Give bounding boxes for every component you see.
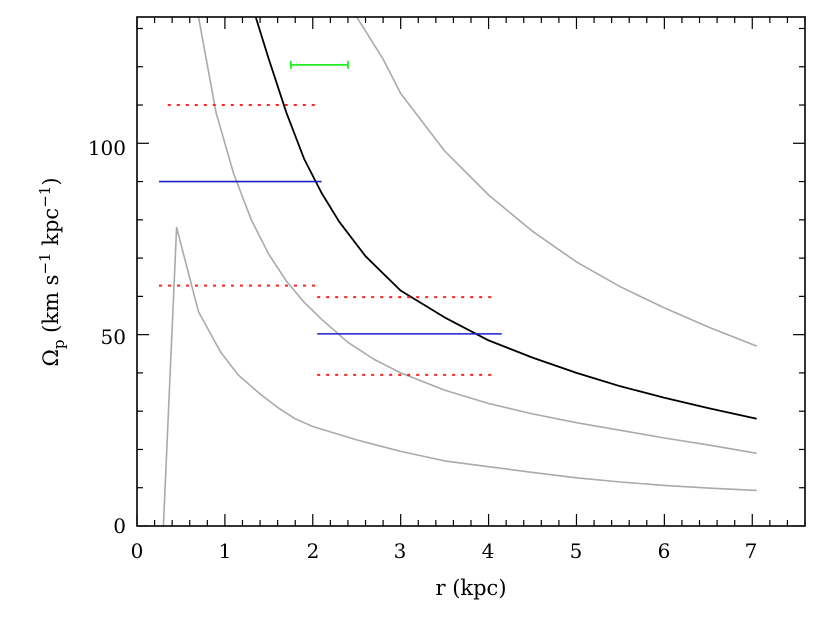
x-tick-label-5: 5 [570, 539, 583, 563]
gray-curve-0 [162, 226, 757, 526]
y-axis-label: Ωp (km s−1 kpc−1) [36, 177, 68, 366]
y-axis-label-units-close: ) [39, 177, 63, 185]
data-layer [158, 17, 757, 526]
y-axis-label-units-mid: kpc [39, 208, 63, 253]
gray-curve-3 [356, 17, 757, 347]
plot-frame [136, 16, 806, 527]
y-axis-label-exponent-2: −1 [36, 186, 54, 208]
y-axis-label-units-open: (km s [39, 275, 63, 340]
x-tick-label-3: 3 [394, 539, 407, 563]
x-tick-label-7: 7 [745, 539, 758, 563]
x-tick-label-1: 1 [219, 539, 232, 563]
y-tick-label-50: 50 [101, 325, 126, 349]
y-axis-label-exponent-1: −1 [36, 252, 54, 274]
y-tick-label-100: 100 [88, 136, 126, 160]
x-tick-label-4: 4 [482, 539, 495, 563]
x-tick-label-0: 0 [131, 539, 144, 563]
y-axis-label-omega: Ω [39, 349, 63, 366]
black-curve-2 [254, 17, 757, 420]
x-tick-label-2: 2 [307, 539, 320, 563]
gray-curve-1 [197, 17, 757, 455]
x-tick-label-6: 6 [658, 539, 671, 563]
axis-ticks [136, 17, 806, 527]
y-tick-label-0: 0 [113, 514, 126, 538]
y-axis-label-subscript: p [50, 340, 68, 350]
x-axis-label: r (kpc) [435, 576, 506, 600]
